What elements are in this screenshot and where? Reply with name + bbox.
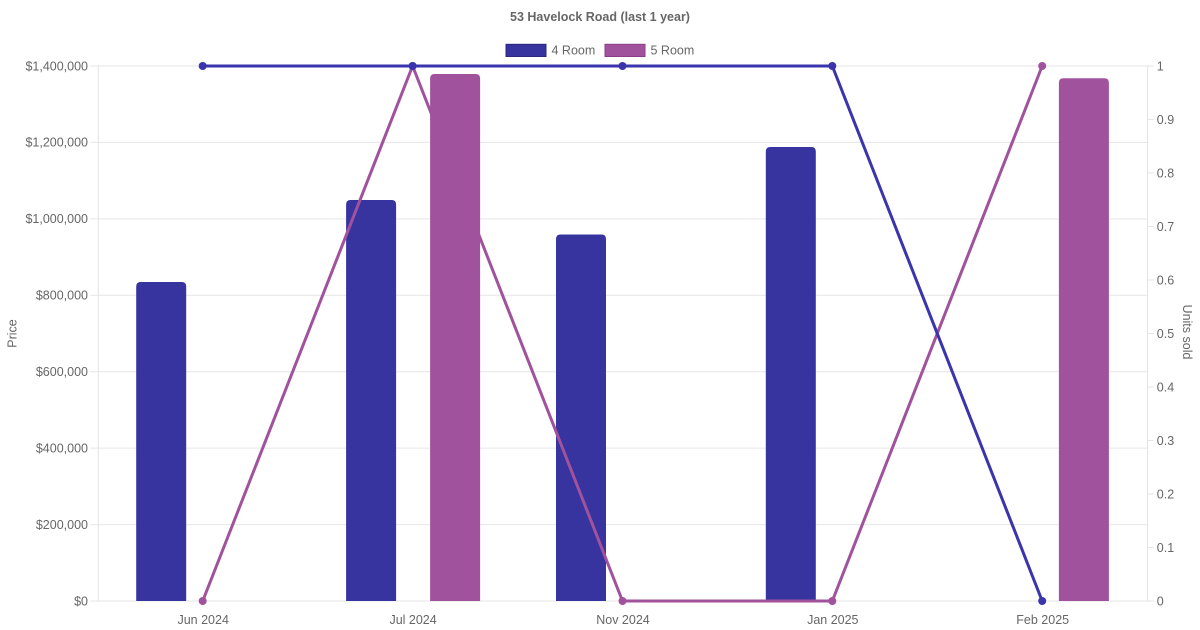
svg-text:Feb 2025: Feb 2025	[1016, 613, 1069, 627]
svg-text:0.9: 0.9	[1157, 113, 1174, 127]
svg-text:0.7: 0.7	[1157, 220, 1174, 234]
svg-text:$800,000: $800,000	[36, 289, 88, 303]
svg-text:$600,000: $600,000	[36, 365, 88, 379]
svg-text:4 Room: 4 Room	[552, 44, 596, 58]
svg-text:$0: $0	[74, 594, 88, 608]
svg-text:Nov 2024: Nov 2024	[596, 613, 650, 627]
svg-text:$1,200,000: $1,200,000	[25, 136, 88, 150]
svg-text:0: 0	[1157, 594, 1164, 608]
svg-text:0.5: 0.5	[1157, 327, 1174, 341]
svg-text:Jul 2024: Jul 2024	[389, 613, 436, 627]
svg-text:0.4: 0.4	[1157, 380, 1174, 394]
svg-text:$1,000,000: $1,000,000	[25, 212, 88, 226]
svg-text:$200,000: $200,000	[36, 518, 88, 532]
svg-text:$400,000: $400,000	[36, 441, 88, 455]
svg-text:Price: Price	[5, 319, 19, 348]
svg-text:Jun 2024: Jun 2024	[177, 613, 228, 627]
svg-text:$1,400,000: $1,400,000	[25, 59, 88, 73]
svg-text:1: 1	[1157, 59, 1164, 73]
svg-text:53 Havelock Road (last 1 year): 53 Havelock Road (last 1 year)	[510, 10, 690, 24]
svg-text:0.6: 0.6	[1157, 273, 1174, 287]
svg-text:0.1: 0.1	[1157, 541, 1174, 555]
svg-text:0.8: 0.8	[1157, 166, 1174, 180]
svg-text:0.3: 0.3	[1157, 434, 1174, 448]
svg-text:Units sold: Units sold	[1180, 305, 1194, 360]
svg-text:5 Room: 5 Room	[651, 44, 695, 58]
svg-text:0.2: 0.2	[1157, 487, 1174, 501]
svg-text:Jan 2025: Jan 2025	[807, 613, 858, 627]
